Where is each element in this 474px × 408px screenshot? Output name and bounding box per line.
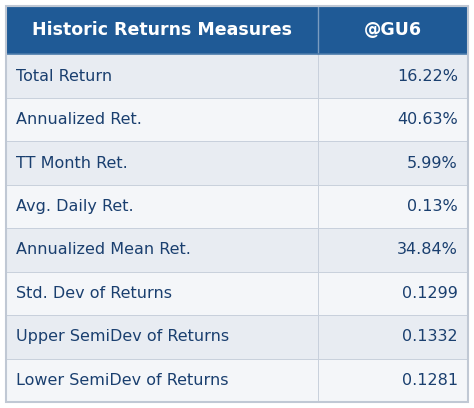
Text: Historic Returns Measures: Historic Returns Measures bbox=[32, 21, 292, 39]
Bar bbox=[318, 141, 468, 185]
Bar bbox=[6, 141, 318, 185]
Text: 0.1281: 0.1281 bbox=[402, 373, 458, 388]
Text: Annualized Mean Ret.: Annualized Mean Ret. bbox=[16, 242, 191, 257]
Bar bbox=[6, 54, 318, 98]
Text: Total Return: Total Return bbox=[16, 69, 112, 84]
Bar bbox=[318, 54, 468, 98]
Text: 16.22%: 16.22% bbox=[397, 69, 458, 84]
Bar bbox=[318, 315, 468, 359]
Text: Annualized Ret.: Annualized Ret. bbox=[16, 112, 142, 127]
Text: Std. Dev of Returns: Std. Dev of Returns bbox=[16, 286, 172, 301]
Text: @GU6: @GU6 bbox=[364, 21, 422, 39]
Text: Lower SemiDev of Returns: Lower SemiDev of Returns bbox=[16, 373, 228, 388]
Bar bbox=[6, 272, 318, 315]
Text: TT Month Ret.: TT Month Ret. bbox=[16, 155, 128, 171]
Text: 40.63%: 40.63% bbox=[397, 112, 458, 127]
Text: 5.99%: 5.99% bbox=[407, 155, 458, 171]
Bar bbox=[318, 6, 468, 54]
Bar bbox=[318, 98, 468, 141]
Bar bbox=[6, 359, 318, 402]
Text: 0.1332: 0.1332 bbox=[402, 329, 458, 344]
Bar bbox=[318, 228, 468, 272]
Text: 0.13%: 0.13% bbox=[407, 199, 458, 214]
Bar bbox=[6, 6, 318, 54]
Bar bbox=[6, 315, 318, 359]
Bar bbox=[318, 185, 468, 228]
Bar bbox=[6, 228, 318, 272]
Bar bbox=[318, 272, 468, 315]
Bar bbox=[318, 359, 468, 402]
Bar bbox=[6, 98, 318, 141]
Bar bbox=[6, 185, 318, 228]
Text: 0.1299: 0.1299 bbox=[402, 286, 458, 301]
Text: Avg. Daily Ret.: Avg. Daily Ret. bbox=[16, 199, 134, 214]
Text: 34.84%: 34.84% bbox=[397, 242, 458, 257]
Text: Upper SemiDev of Returns: Upper SemiDev of Returns bbox=[16, 329, 229, 344]
